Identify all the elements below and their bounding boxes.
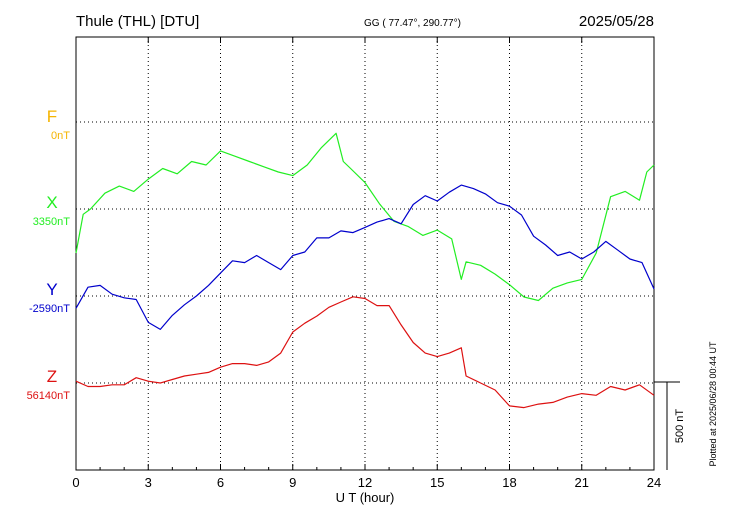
series-label-y: Y — [46, 280, 57, 299]
x-tick-label: 12 — [358, 475, 372, 490]
series-line-y — [75, 184, 655, 330]
scale-bar: 500 nT — [654, 381, 686, 470]
baseline-label-x: 3350nT — [33, 216, 71, 228]
series-lines — [75, 132, 655, 409]
x-tick-label: 21 — [575, 475, 589, 490]
x-tick-label: 15 — [430, 475, 444, 490]
series-label-x: X — [46, 193, 57, 212]
x-axis-label: U T (hour) — [336, 490, 395, 505]
x-tick-label: 9 — [289, 475, 296, 490]
baseline-label-f: 0nT — [51, 130, 70, 142]
station-coordinates: GG ( 77.47°, 290.77°) — [364, 18, 461, 29]
x-tick-label: 6 — [217, 475, 224, 490]
x-tick-label: 18 — [502, 475, 516, 490]
component-labels: F 0nT X 3350nT Y -2590nT Z 56140nT — [27, 107, 71, 402]
baseline-label-y: -2590nT — [29, 303, 70, 315]
x-tick-label: 24 — [647, 475, 661, 490]
x-tick-label: 0 — [72, 475, 79, 490]
series-line-x — [75, 132, 655, 302]
x-axis: 0 3 6 9 12 15 18 21 24 — [72, 37, 661, 490]
gridlines — [76, 37, 654, 470]
series-label-f: F — [47, 107, 57, 126]
series-label-z: Z — [47, 367, 57, 386]
date-label: 2025/05/28 — [579, 13, 654, 30]
plotted-note: Plotted at 2025/06/28 00:44 UT — [708, 341, 718, 467]
baseline-label-z: 56140nT — [27, 390, 71, 402]
station-title: Thule (THL) [DTU] — [76, 13, 199, 30]
series-line-z — [75, 296, 655, 409]
x-tick-label: 3 — [145, 475, 152, 490]
scale-bar-label: 500 nT — [674, 409, 686, 444]
